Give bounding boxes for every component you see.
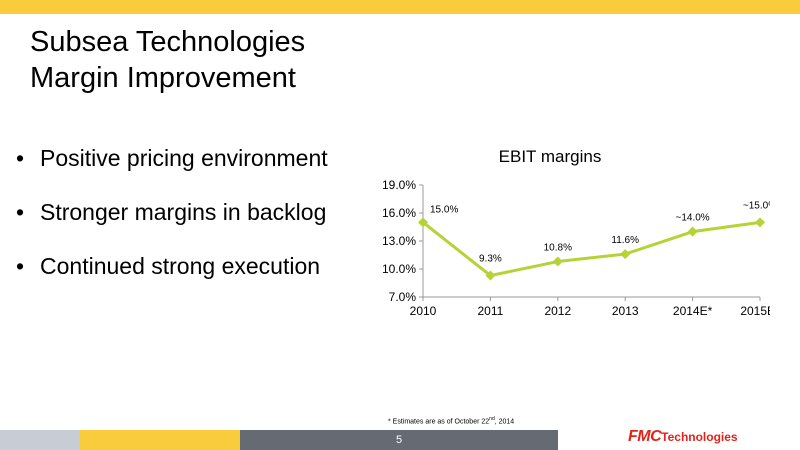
y-tick-label: 10.0% bbox=[382, 262, 416, 276]
y-tick-label: 13.0% bbox=[382, 234, 416, 248]
data-label: 11.6% bbox=[611, 235, 639, 246]
data-point-marker bbox=[485, 270, 496, 281]
slide-title-line-2: Margin Improvement bbox=[30, 62, 296, 94]
data-label: ~14.0% bbox=[675, 213, 709, 224]
bullet-item: Continued strong execution bbox=[14, 252, 354, 281]
slide-title: Subsea Technologies Margin Improvement bbox=[30, 24, 305, 96]
data-point-marker bbox=[687, 226, 698, 237]
chart-title: EBIT margins bbox=[498, 147, 602, 166]
data-label: 9.3% bbox=[479, 254, 502, 265]
ebit-margin-chart: 7.0% 10.0% 13.0% 16.0% 19.0% 2010 2011 2012 2013… bbox=[382, 178, 770, 318]
footer-bar-yellow bbox=[80, 430, 240, 450]
series-line bbox=[422, 220, 761, 278]
x-tick-label: 2012 bbox=[544, 304, 571, 318]
bullet-item: Positive pricing environment bbox=[14, 144, 354, 173]
y-tick-label: 16.0% bbox=[382, 206, 416, 220]
data-point-marker bbox=[418, 217, 428, 228]
bullet-list: Positive pricing environment Stronger ma… bbox=[14, 144, 354, 306]
data-label: 15.0% bbox=[430, 204, 458, 215]
logo-text: Technologies bbox=[661, 430, 738, 444]
footer-bar-dark bbox=[240, 430, 558, 450]
data-point-marker bbox=[755, 217, 765, 228]
slide-title-line-1: Subsea Technologies bbox=[30, 26, 306, 58]
x-tick-label: 2011 bbox=[477, 304, 503, 318]
data-point-marker bbox=[620, 249, 631, 260]
y-tick-label: 7.0% bbox=[389, 290, 417, 304]
footnote-superscript: nd bbox=[489, 416, 495, 422]
top-accent-bar bbox=[0, 0, 800, 14]
data-point-marker bbox=[552, 256, 563, 267]
x-tick-label: 2014E* bbox=[673, 304, 713, 318]
footer-bar-gray bbox=[0, 430, 80, 450]
page-number: 5 bbox=[395, 434, 403, 446]
footnote-text: * Estimates are as of October 22 bbox=[388, 418, 490, 426]
footnote: * Estimates are as of October 22nd, 2014 bbox=[388, 416, 514, 425]
logo-mark: FMC bbox=[628, 428, 662, 445]
x-tick-label: 2013 bbox=[612, 304, 639, 318]
x-tick-label: 2015E* bbox=[740, 304, 770, 318]
x-tick-label: 2010 bbox=[410, 304, 437, 318]
y-tick-label: 19.0% bbox=[382, 178, 416, 192]
bullet-item: Stronger margins in backlog bbox=[14, 198, 354, 227]
company-logo: FMCTechnologies bbox=[628, 428, 738, 446]
data-label: ~15.0% bbox=[743, 200, 770, 211]
data-label: 10.8% bbox=[544, 243, 572, 254]
footnote-date: , 2014 bbox=[494, 418, 515, 426]
